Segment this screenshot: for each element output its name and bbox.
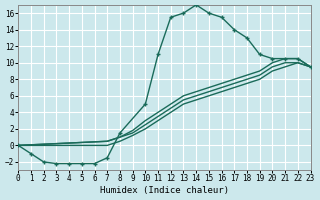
X-axis label: Humidex (Indice chaleur): Humidex (Indice chaleur) (100, 186, 229, 195)
